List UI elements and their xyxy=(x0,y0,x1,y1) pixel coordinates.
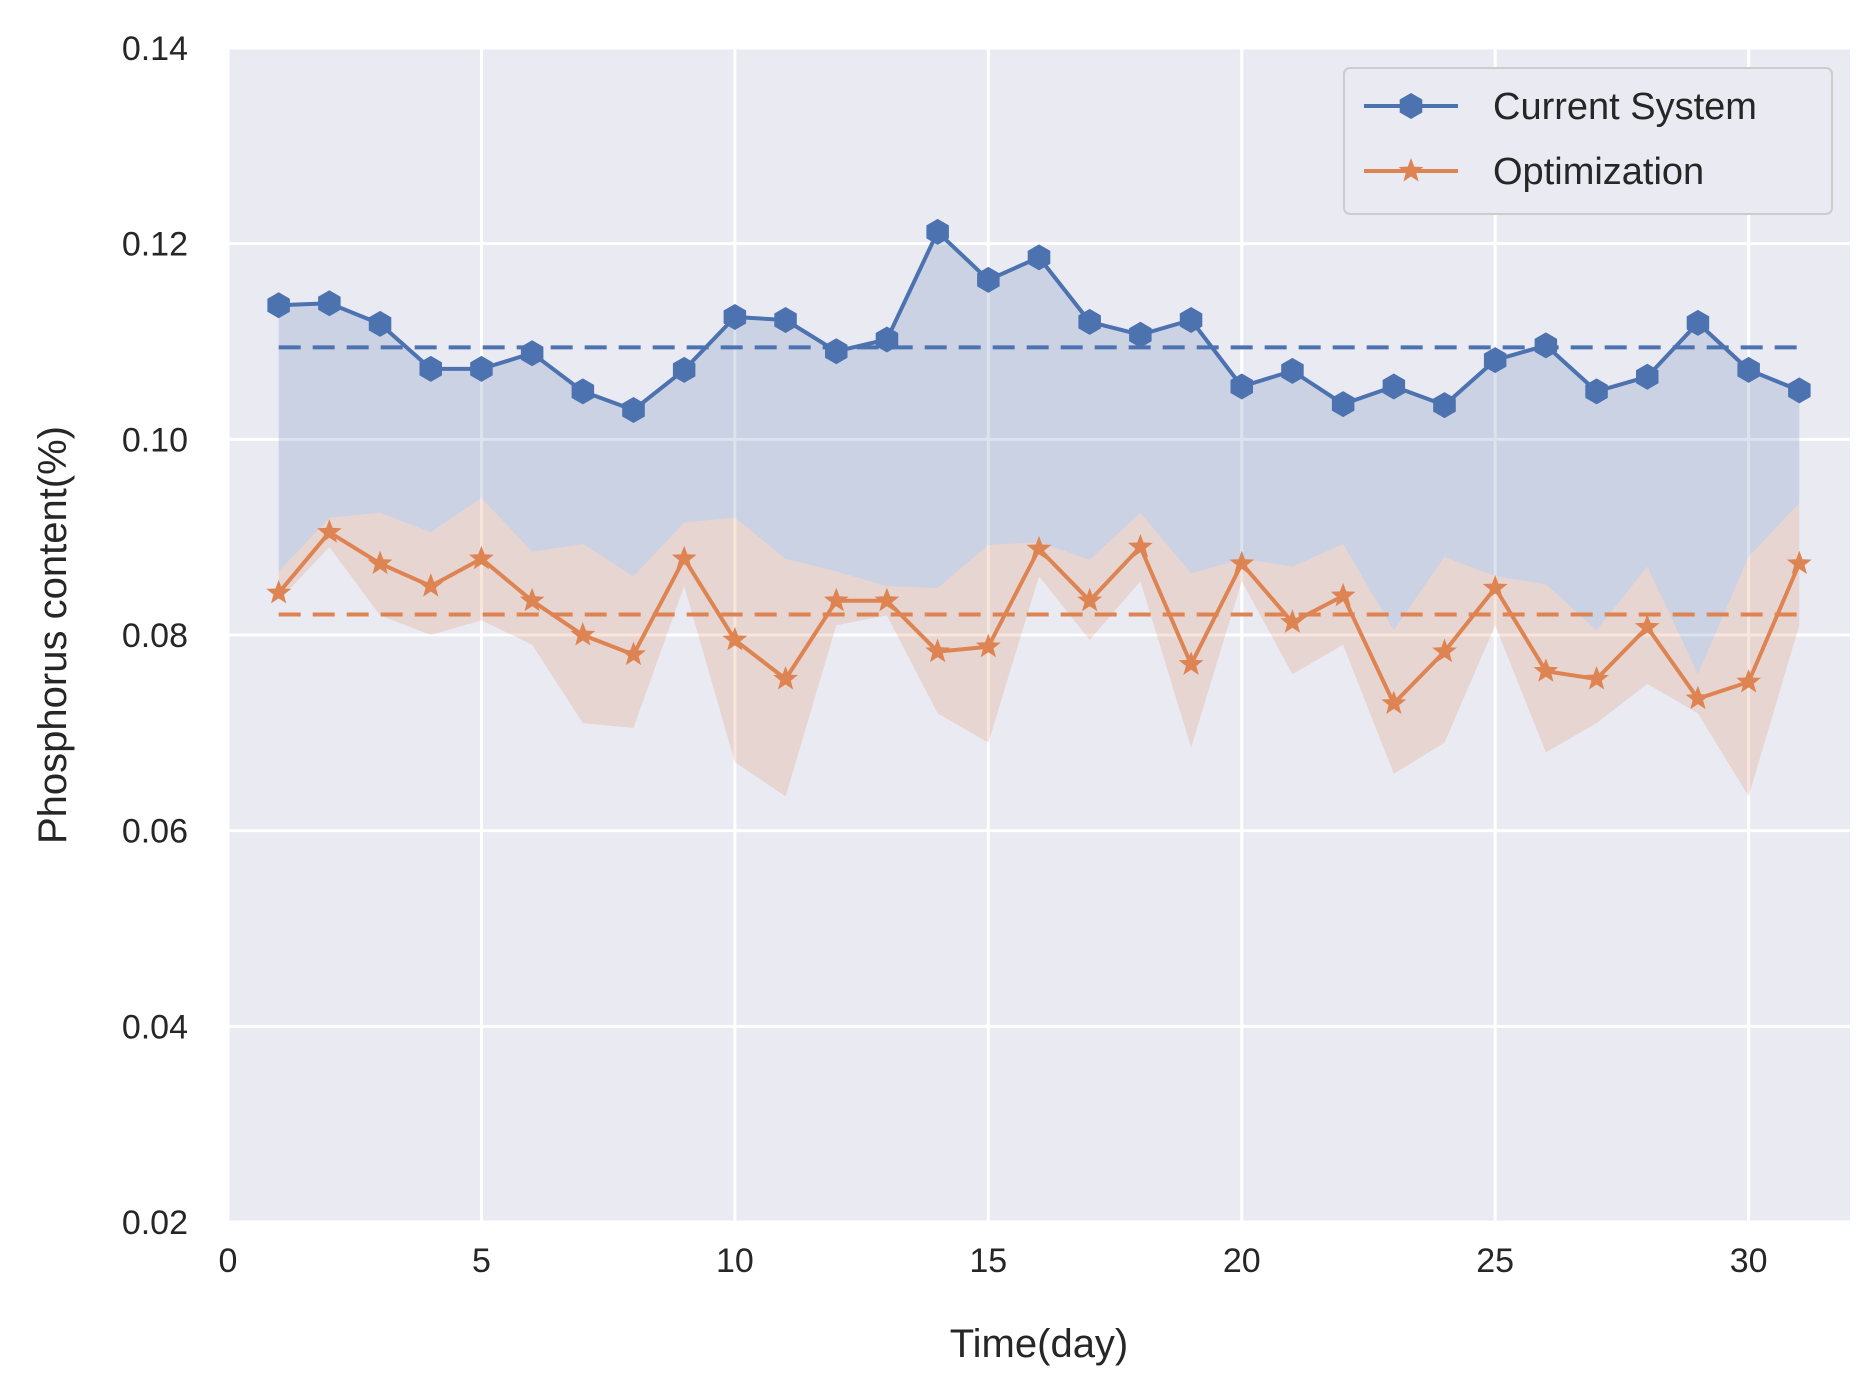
legend-label-optimization: Optimization xyxy=(1493,151,1704,193)
marker-optimization xyxy=(570,622,596,646)
marker-current-system xyxy=(318,290,341,317)
y-tick-label: 0.12 xyxy=(122,226,188,264)
marker-current-system xyxy=(1585,378,1608,405)
marker-optimization xyxy=(722,626,748,651)
marker-optimization xyxy=(1432,638,1457,663)
marker-optimization xyxy=(1178,651,1204,675)
marker-optimization xyxy=(1634,614,1660,638)
marker-current-system xyxy=(977,266,1000,293)
marker-optimization xyxy=(1330,582,1356,607)
marker-current-system xyxy=(571,378,595,405)
marker-optimization xyxy=(1584,666,1609,690)
x-tick-label: 30 xyxy=(1730,1242,1768,1280)
y-tick-label: 0.10 xyxy=(122,421,188,459)
marker-optimization xyxy=(519,587,545,612)
marker-current-system xyxy=(368,310,392,337)
marker-optimization xyxy=(874,587,900,612)
marker-current-system xyxy=(419,355,442,382)
markers xyxy=(266,218,1812,714)
marker-optimization xyxy=(1685,685,1711,710)
y-tick-label: 0.08 xyxy=(122,617,188,655)
band-optimization xyxy=(278,498,1800,797)
y-tick-label: 0.02 xyxy=(122,1204,188,1242)
legend-marker-optimization xyxy=(1398,158,1424,182)
marker-current-system xyxy=(672,356,696,383)
x-tick-label: 15 xyxy=(969,1242,1007,1280)
marker-current-system xyxy=(1433,392,1456,419)
marker-optimization xyxy=(1381,690,1407,714)
y-tick-label: 0.14 xyxy=(122,30,188,68)
marker-optimization xyxy=(1482,575,1508,599)
marker-current-system xyxy=(723,304,747,330)
band-current-system xyxy=(278,231,1800,675)
legend-box xyxy=(1343,67,1833,215)
marker-current-system xyxy=(875,326,899,353)
marker-current-system xyxy=(825,338,848,365)
marker-optimization xyxy=(317,519,342,543)
y-tick-labels: 0.02 0.04 0.06 0.08 0.10 0.12 0.14 xyxy=(122,30,188,1242)
marker-current-system xyxy=(1078,308,1101,335)
marker-optimization xyxy=(1533,658,1559,682)
legend-label-current-system: Current System xyxy=(1493,86,1757,128)
y-tick-label: 0.04 xyxy=(122,1008,188,1046)
marker-optimization xyxy=(1280,609,1305,633)
marker-optimization xyxy=(1077,587,1103,612)
marker-current-system xyxy=(774,307,797,333)
bands xyxy=(278,231,1800,797)
marker-current-system xyxy=(1788,377,1811,404)
marker-current-system xyxy=(1281,357,1304,384)
marker-optimization xyxy=(469,545,494,570)
marker-optimization xyxy=(975,633,1001,658)
marker-current-system xyxy=(1179,307,1203,333)
legend-marker-current-system xyxy=(1399,93,1423,119)
marker-current-system xyxy=(1534,332,1558,359)
x-tick-label: 10 xyxy=(716,1242,754,1280)
marker-optimization xyxy=(1128,534,1153,558)
marker-optimization xyxy=(1026,535,1052,560)
marker-current-system xyxy=(470,355,493,382)
legend: Current System Optimization xyxy=(1343,67,1833,215)
marker-optimization xyxy=(925,638,950,663)
x-tick-label: 0 xyxy=(219,1242,238,1280)
y-tick-label: 0.06 xyxy=(122,813,188,851)
marker-current-system xyxy=(1636,363,1659,390)
marker-current-system xyxy=(1230,373,1253,400)
marker-optimization xyxy=(266,579,292,604)
x-tick-label: 25 xyxy=(1476,1242,1514,1280)
marker-current-system xyxy=(1129,321,1152,348)
x-tick-labels: 0 5 10 15 20 25 30 xyxy=(219,1242,1768,1280)
x-tick-label: 5 xyxy=(472,1242,491,1280)
x-tick-label: 20 xyxy=(1223,1242,1261,1280)
marker-optimization xyxy=(367,550,393,575)
marker-optimization xyxy=(1786,550,1812,575)
marker-current-system xyxy=(1483,347,1507,374)
marker-optimization xyxy=(1736,669,1761,693)
marker-current-system xyxy=(926,218,949,245)
marker-current-system xyxy=(1331,391,1355,418)
marker-current-system xyxy=(622,397,645,423)
marker-optimization xyxy=(418,573,444,597)
marker-current-system xyxy=(1027,244,1051,271)
marker-optimization xyxy=(671,545,697,570)
marker-optimization xyxy=(1229,550,1255,575)
marker-optimization xyxy=(823,587,849,612)
marker-current-system xyxy=(520,340,544,367)
y-axis-label: Phosphorus content(%) xyxy=(31,426,75,844)
marker-current-system xyxy=(267,292,290,319)
marker-current-system xyxy=(1737,356,1760,383)
marker-optimization xyxy=(621,641,646,666)
x-axis-label: Time(day) xyxy=(950,1322,1129,1366)
marker-current-system xyxy=(1686,309,1710,336)
marker-optimization xyxy=(773,666,798,690)
marker-current-system xyxy=(1382,373,1406,400)
